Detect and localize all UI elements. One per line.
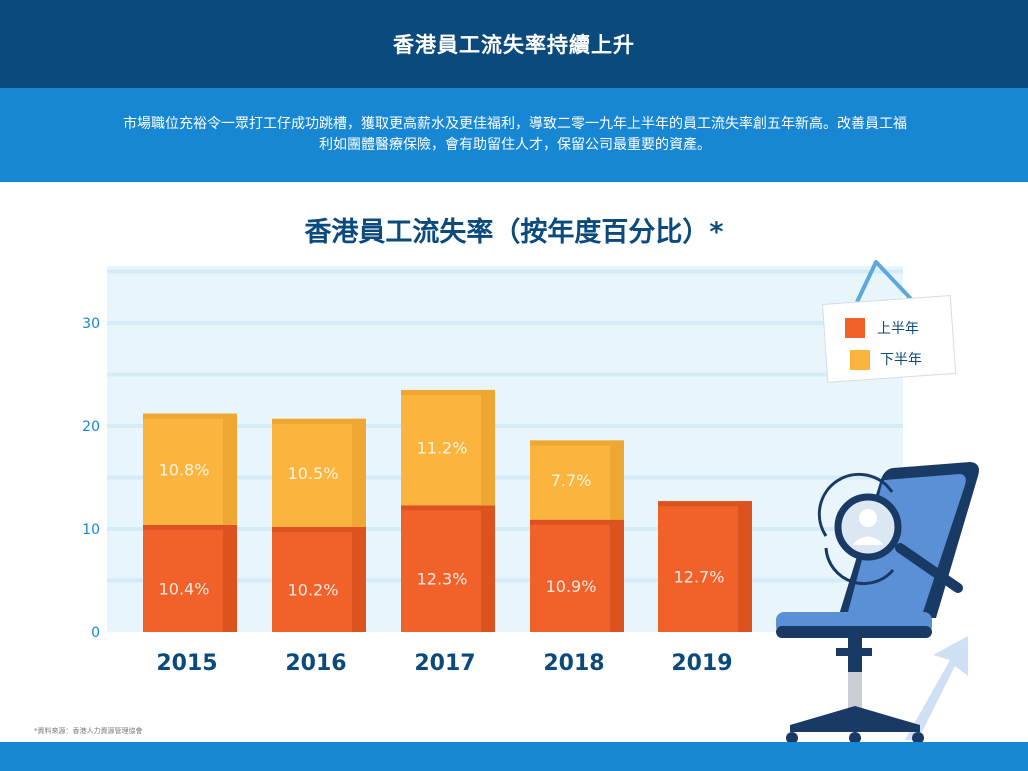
y-tick-label: 10 [82,522,100,538]
y-axis: 0 10 20 30 [82,316,100,641]
x-tick-label: 2017 [414,651,475,676]
legend-label-first-half: 上半年 [877,321,919,337]
bar-segment [143,413,237,525]
bar-segment-cap [272,418,366,424]
x-axis: 2015 2016 2017 2018 2019 [156,651,732,676]
legend-hanger-icon [855,260,914,303]
data-label: 11.2% [417,439,468,458]
gridlines [107,269,903,583]
bar-segment [401,505,495,632]
bar-segment-cap [143,413,237,419]
legend-label-second-half: 下半年 [880,352,922,368]
bar-segment-shade [481,389,495,506]
bar-segment-shade [352,526,366,632]
x-tick-label: 2019 [671,651,732,676]
bar-segment [530,440,624,520]
data-label: 10.9% [546,577,597,596]
bar-segment [272,526,366,632]
x-tick-label: 2018 [543,651,604,676]
legend: 上半年 下半年 [821,260,957,383]
bar-segment-shade [610,519,624,632]
bar-segment-shade [223,413,237,525]
intro-band: 市場職位充裕令一眾打工仔成功跳槽，獲取更高薪水及更佳福利，導致二零一九年上半年的… [0,88,1028,182]
bar-segment [143,524,237,632]
data-label: 10.8% [159,460,210,479]
bar-segment-shade [223,524,237,632]
data-label: 12.7% [674,568,725,587]
x-tick-label: 2016 [285,651,346,676]
source-footnote: *資料來源：香港人力資源管理協會 [34,727,143,735]
intro-text: 市場職位充裕令一眾打工仔成功跳槽，獲取更高薪水及更佳福利，導致二零一九年上半年的… [123,116,907,153]
legend-swatch-second-half [850,350,870,370]
legend-swatch-first-half [845,318,865,338]
legend-card [821,295,957,383]
bar-segment-cap [530,440,624,446]
header-bar: 香港員工流失率持續上升 [0,0,1028,88]
page-title: 香港員工流失率持續上升 [393,33,635,57]
bar-segment [658,501,752,632]
bar-segment-cap [272,526,366,532]
bar-segment-cap [143,524,237,530]
footer-bar [0,742,1028,771]
bar-segment [530,519,624,632]
chart-title: 香港員工流失率（按年度百分比）* [304,217,724,248]
bar-segment-cap [530,519,624,525]
x-tick-label: 2015 [156,651,217,676]
bars: 10.4% 10.8% 10.2% 10.5% 12.3% 11.2% 10.9% 7.7% 1… [143,389,752,632]
bar-segment-shade [738,501,752,632]
y-tick-label: 0 [91,625,100,641]
bar-segment-shade [481,505,495,632]
bar-segment-cap [401,389,495,395]
plot-background [107,266,903,632]
data-label: 10.4% [159,579,210,598]
data-label: 7.7% [551,471,592,490]
data-label: 10.2% [288,580,339,599]
bar-segment [401,389,495,506]
bar-segment-cap [401,505,495,511]
office-chair-icon [776,462,979,744]
bar-segment-shade [610,440,624,520]
bar-segment [272,418,366,527]
y-tick-label: 20 [82,419,100,435]
y-tick-label: 30 [82,316,100,332]
data-label: 12.3% [417,570,468,589]
bar-segment-cap [658,501,752,507]
bar-segment-shade [352,418,366,527]
data-label: 10.5% [288,464,339,483]
